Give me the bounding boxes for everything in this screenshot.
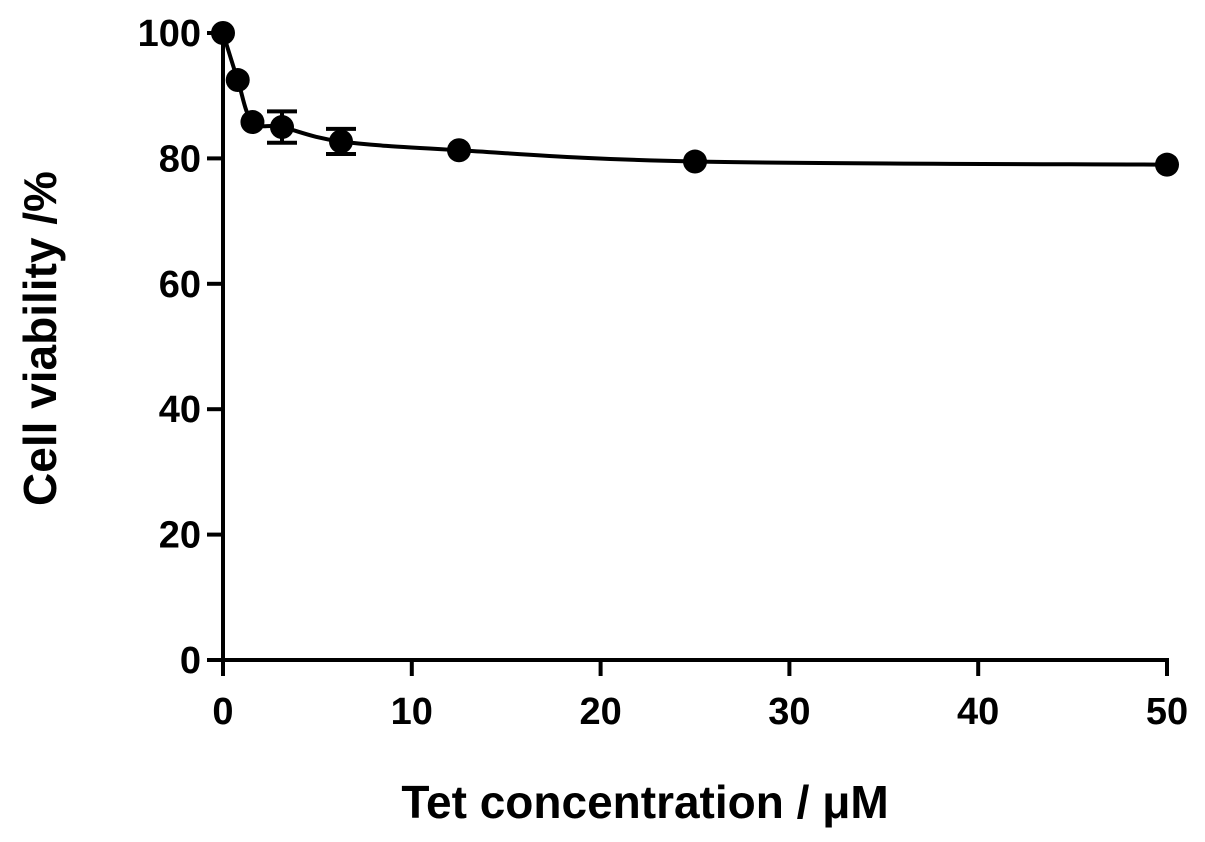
y-tick-label: 100 (138, 13, 201, 55)
x-tick-label: 40 (957, 691, 999, 733)
data-point (270, 115, 294, 140)
y-axis-title: Cell viability /% (14, 171, 66, 506)
y-tick-label: 20 (159, 515, 201, 557)
y-tick-label: 60 (159, 264, 201, 306)
data-point (683, 149, 707, 174)
y-tick-label: 0 (180, 640, 201, 682)
data-point (225, 68, 250, 93)
data-point (447, 138, 471, 163)
y-ticks: 0 20 40 60 80 100 (138, 13, 223, 682)
series-layer (211, 21, 1179, 177)
series-line (221, 32, 1168, 167)
x-tick-label: 30 (768, 691, 810, 733)
x-tick-label: 0 (212, 691, 233, 733)
x-axis-title: Tet concentration / μM (401, 776, 888, 828)
data-point (211, 21, 235, 45)
y-tick-label: 80 (159, 138, 201, 180)
axes: 0 20 40 60 80 100 0 10 20 30 40 50 (138, 13, 1189, 733)
data-point (240, 110, 265, 135)
data-point (1155, 152, 1179, 177)
x-tick-label: 10 (391, 691, 433, 733)
x-tick-label: 20 (579, 691, 621, 733)
x-ticks: 0 10 20 30 40 50 (212, 660, 1188, 733)
y-tick-label: 40 (159, 389, 201, 431)
data-point (329, 129, 353, 154)
x-tick-label: 50 (1146, 691, 1188, 733)
